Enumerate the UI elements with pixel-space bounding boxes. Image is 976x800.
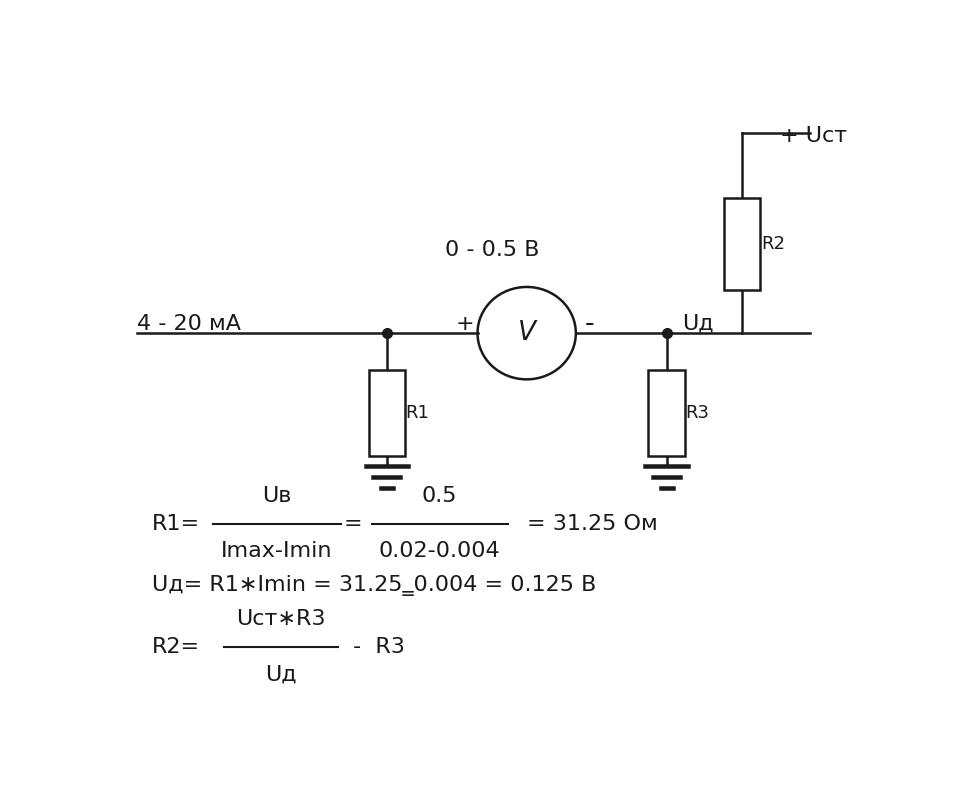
Text: -  R3: - R3 [352, 638, 405, 658]
Bar [724, 198, 760, 290]
Text: Uв: Uв [263, 486, 292, 506]
Bar [369, 370, 405, 456]
Text: + Uст: + Uст [780, 126, 847, 146]
Text: R3: R3 [685, 404, 710, 422]
Text: = 31.25 Ом: = 31.25 Ом [527, 514, 658, 534]
Text: 0.02-0.004: 0.02-0.004 [379, 542, 501, 562]
Text: R2: R2 [761, 235, 785, 253]
Text: R1=: R1= [152, 514, 200, 534]
Text: Uд: Uд [265, 665, 297, 685]
Text: +: + [456, 314, 474, 334]
Text: Uд= R1∗Imin = 31.25‗0.004 = 0.125 В: Uд= R1∗Imin = 31.25‗0.004 = 0.125 В [152, 575, 596, 596]
Text: 0 - 0.5 В: 0 - 0.5 В [445, 240, 540, 260]
Text: -: - [585, 311, 594, 337]
Text: Uст∗R3: Uст∗R3 [236, 609, 326, 629]
Text: 4 - 20 мА: 4 - 20 мА [137, 314, 241, 334]
Text: Imax-Imin: Imax-Imin [222, 542, 333, 562]
Text: V: V [517, 320, 536, 346]
Text: R2=: R2= [152, 638, 200, 658]
Text: R1: R1 [406, 404, 429, 422]
Bar [648, 370, 685, 456]
Text: =: = [344, 514, 362, 534]
Text: Uд: Uд [681, 314, 713, 334]
Text: 0.5: 0.5 [422, 486, 458, 506]
